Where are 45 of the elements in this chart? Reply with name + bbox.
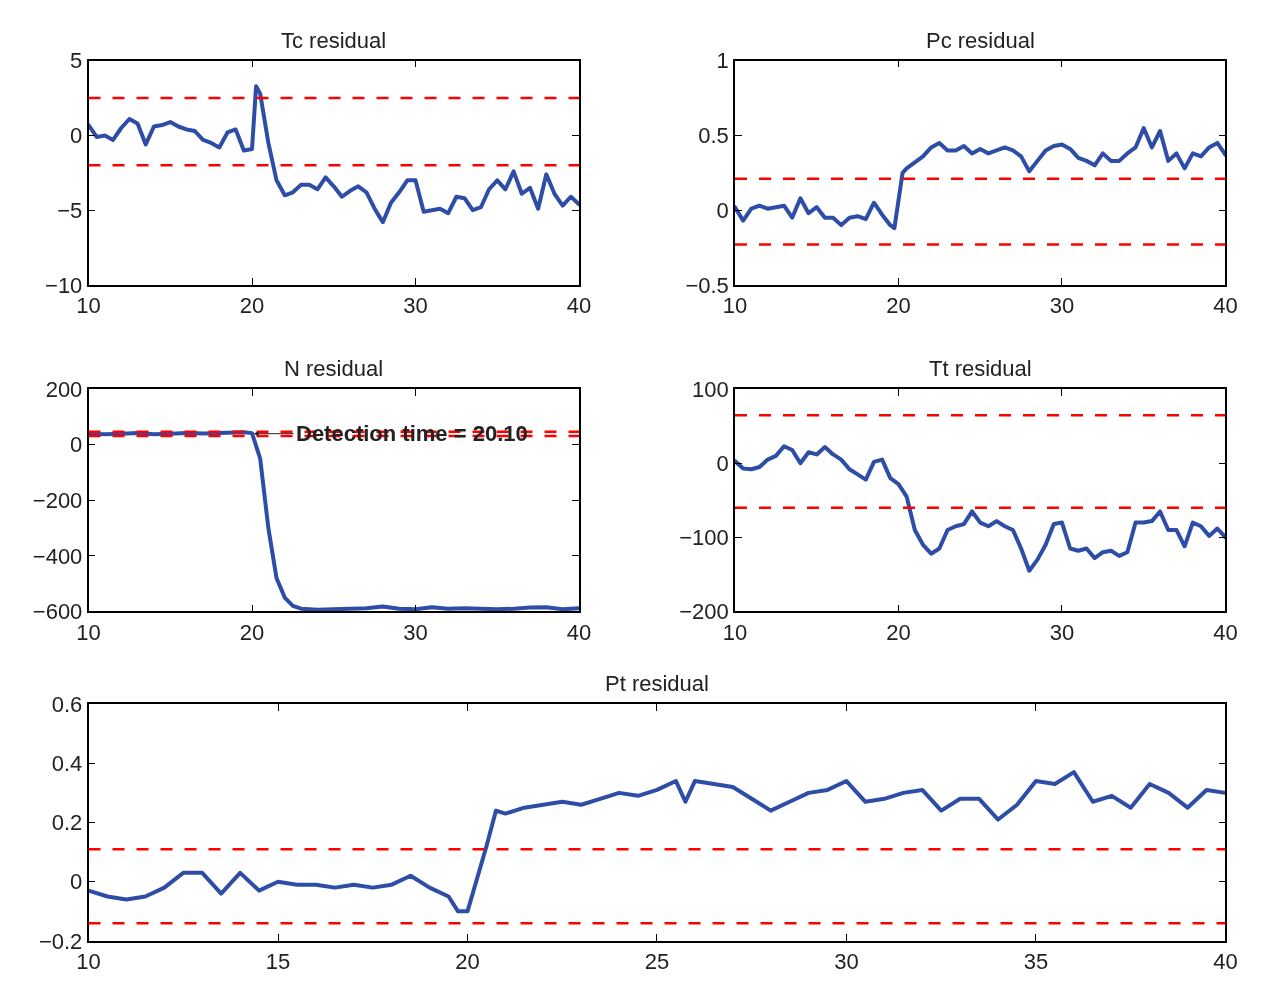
y-tick-label: −100	[679, 525, 729, 551]
x-tick-label: 30	[834, 949, 859, 975]
chart-title: N residual	[284, 356, 384, 381]
line-series	[734, 126, 1226, 231]
x-tick-label: 20	[886, 619, 911, 645]
x-tick-label: 40	[566, 293, 592, 319]
chart-title: Pc residual	[926, 28, 1035, 53]
y-tick-label: 0	[716, 451, 729, 477]
y-tick-label: 0.4	[51, 750, 83, 776]
x-tick-label: 15	[265, 949, 291, 975]
y-tick-label: 5	[70, 48, 83, 74]
x-tick-label: 20	[455, 949, 480, 975]
x-tick-label: 30	[1049, 293, 1075, 319]
x-tick-label: 40	[1213, 949, 1238, 975]
y-tick-label: 1	[716, 48, 729, 74]
x-tick-label: 20	[886, 293, 911, 319]
y-tick-label: 100	[692, 376, 729, 402]
y-tick-label: −200	[32, 488, 83, 514]
line-series	[88, 770, 1226, 914]
annotation: Detection time = 20.10	[296, 421, 528, 446]
x-tick-label: 40	[1213, 293, 1238, 319]
chart-title: Tc residual	[281, 28, 387, 53]
line-series	[734, 444, 1226, 573]
y-tick-label: −5	[57, 197, 83, 223]
x-tick-label: 30	[403, 293, 428, 319]
x-tick-label: 35	[1023, 949, 1049, 975]
y-tick-label: 0	[70, 432, 83, 458]
y-tick-label: 0.6	[51, 691, 83, 717]
y-tick-label: −400	[32, 543, 83, 569]
y-tick-label: 0	[716, 197, 729, 223]
x-tick-label: 20	[239, 619, 265, 645]
x-tick-label: 20	[239, 293, 265, 319]
x-tick-label: 40	[1213, 619, 1238, 645]
x-tick-label: 40	[566, 619, 592, 645]
y-tick-label: 0.5	[698, 123, 729, 149]
y-tick-label: 0	[70, 123, 83, 149]
x-tick-label: 25	[644, 949, 670, 975]
line-series	[88, 84, 580, 225]
x-tick-label: 30	[1049, 619, 1075, 645]
y-tick-label: 200	[45, 376, 83, 402]
y-tick-label: 0.2	[51, 810, 83, 836]
chart-title: Pt residual	[605, 671, 709, 696]
y-tick-label: 0	[70, 869, 83, 895]
chart-title: Tt residual	[929, 356, 1032, 381]
x-tick-label: 30	[403, 619, 428, 645]
